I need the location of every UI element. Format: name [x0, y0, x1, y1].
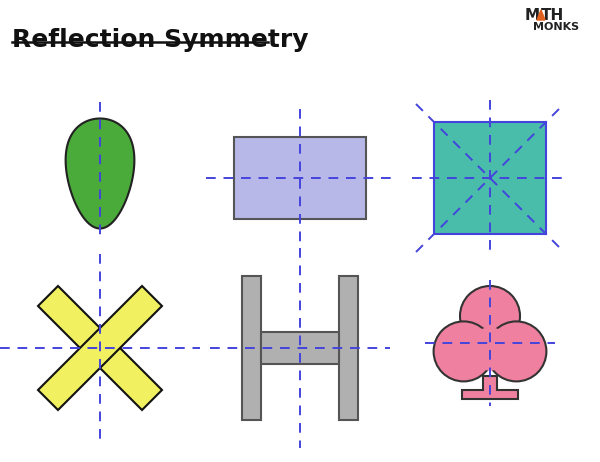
Bar [261, 332, 339, 364]
Bar [242, 276, 261, 420]
Polygon shape [462, 376, 518, 399]
Polygon shape [38, 286, 162, 410]
Text: TH: TH [541, 8, 564, 23]
Bar [234, 137, 366, 219]
Circle shape [469, 328, 512, 371]
Polygon shape [65, 118, 134, 229]
Circle shape [487, 322, 547, 382]
Circle shape [434, 322, 494, 382]
Text: M: M [525, 8, 540, 23]
Polygon shape [38, 286, 162, 410]
Circle shape [460, 286, 520, 346]
Bar [339, 276, 358, 420]
Bar [434, 122, 546, 234]
Polygon shape [537, 10, 545, 20]
Text: Reflection Symmetry: Reflection Symmetry [12, 28, 308, 52]
Text: MONKS: MONKS [533, 22, 579, 32]
